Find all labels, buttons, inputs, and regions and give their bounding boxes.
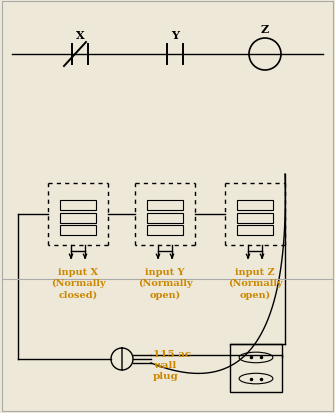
Text: X: X (76, 30, 84, 41)
Bar (60, 214, 96, 223)
Text: input X
(Normally
closed): input X (Normally closed) (51, 267, 105, 299)
Bar (60, 201, 96, 211)
Bar (147, 214, 183, 223)
Text: 115 ac
wall
plug: 115 ac wall plug (153, 349, 191, 380)
Text: input Z
(Normally
open): input Z (Normally open) (228, 267, 282, 299)
Text: Z: Z (261, 24, 269, 35)
Bar (147, 225, 183, 235)
Text: input Y
(Normally
open): input Y (Normally open) (138, 267, 192, 299)
Bar (237, 225, 273, 235)
Bar (230, 344, 282, 392)
Bar (237, 214, 273, 223)
Bar (60, 225, 96, 235)
Bar (237, 201, 273, 211)
Bar (147, 201, 183, 211)
Text: Y: Y (171, 30, 179, 41)
